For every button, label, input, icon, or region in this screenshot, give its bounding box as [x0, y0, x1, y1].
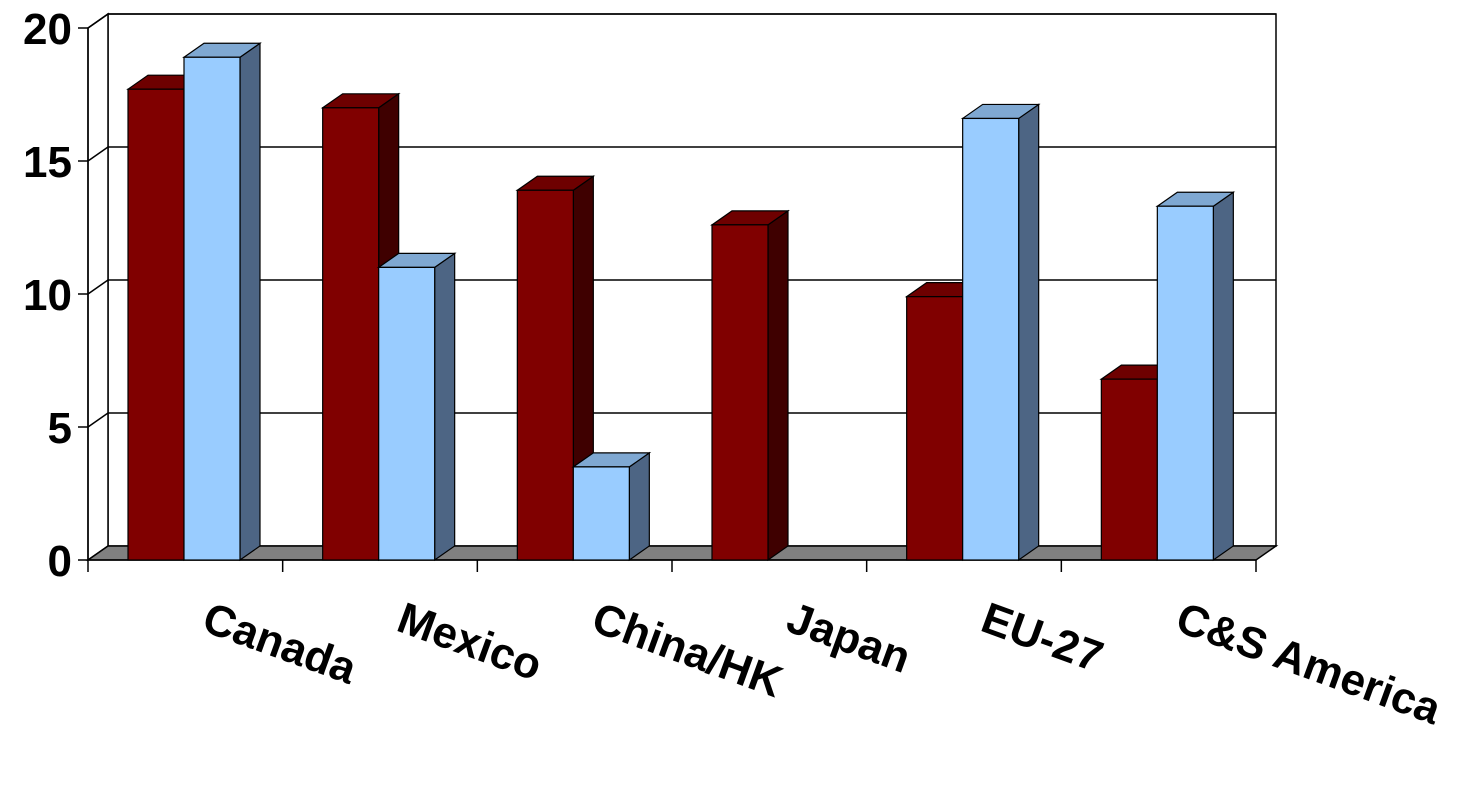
- bar-side: [628, 451, 650, 562]
- y-tick-label: 20: [23, 5, 72, 54]
- gridlines: [87, 13, 1276, 428]
- gridline-side: [87, 13, 109, 29]
- bar-front: [906, 296, 964, 561]
- bar-canada-series-2: [182, 42, 262, 562]
- x-category-label: Canada: [197, 593, 364, 694]
- chart-walls: [87, 12, 1277, 562]
- y-tick-label: 5: [48, 404, 72, 453]
- bar-c-s-america-series-2: [1155, 191, 1236, 562]
- y-tick-label: 10: [23, 271, 72, 320]
- bar-front: [127, 88, 185, 561]
- x-category-label: EU-27: [975, 593, 1109, 682]
- bars: [126, 42, 1236, 562]
- bar-front: [516, 189, 574, 561]
- bar-side: [434, 252, 456, 562]
- bar-front: [378, 266, 436, 561]
- x-category-label: China/HK: [586, 593, 789, 707]
- bar-japan-series-1: [710, 209, 790, 562]
- floor-plane: [85, 545, 1279, 561]
- y-tick-labels: 0 5 10 15 20: [23, 5, 72, 586]
- y-axis: [78, 27, 1257, 572]
- bar-front: [322, 107, 380, 561]
- bar-mexico-series-2: [376, 252, 457, 562]
- x-category-label: C&S America: [1170, 593, 1448, 734]
- gridline-side: [87, 412, 109, 428]
- chart-floor: [85, 545, 1279, 561]
- bar-side: [1018, 103, 1040, 562]
- bar-front: [1100, 378, 1158, 561]
- bar-china-hk-series-2: [571, 451, 652, 562]
- bar-front: [711, 224, 769, 561]
- bar-front: [183, 56, 241, 561]
- x-category-label: Japan: [781, 593, 917, 683]
- gridline-side: [87, 146, 109, 162]
- bar-eu-27-series-2: [960, 103, 1041, 562]
- bar-front: [572, 466, 630, 561]
- bar-front: [962, 117, 1020, 561]
- bar-side: [767, 209, 789, 562]
- bar-side: [239, 42, 261, 562]
- gridline-side: [87, 279, 109, 295]
- y-tick-label: 0: [48, 537, 72, 586]
- bar-china-hk-series-1: [515, 175, 596, 562]
- bar-front: [1156, 205, 1214, 561]
- x-category-label: Mexico: [391, 593, 548, 690]
- y-tick-label: 15: [23, 138, 72, 187]
- bar-side: [1212, 191, 1234, 562]
